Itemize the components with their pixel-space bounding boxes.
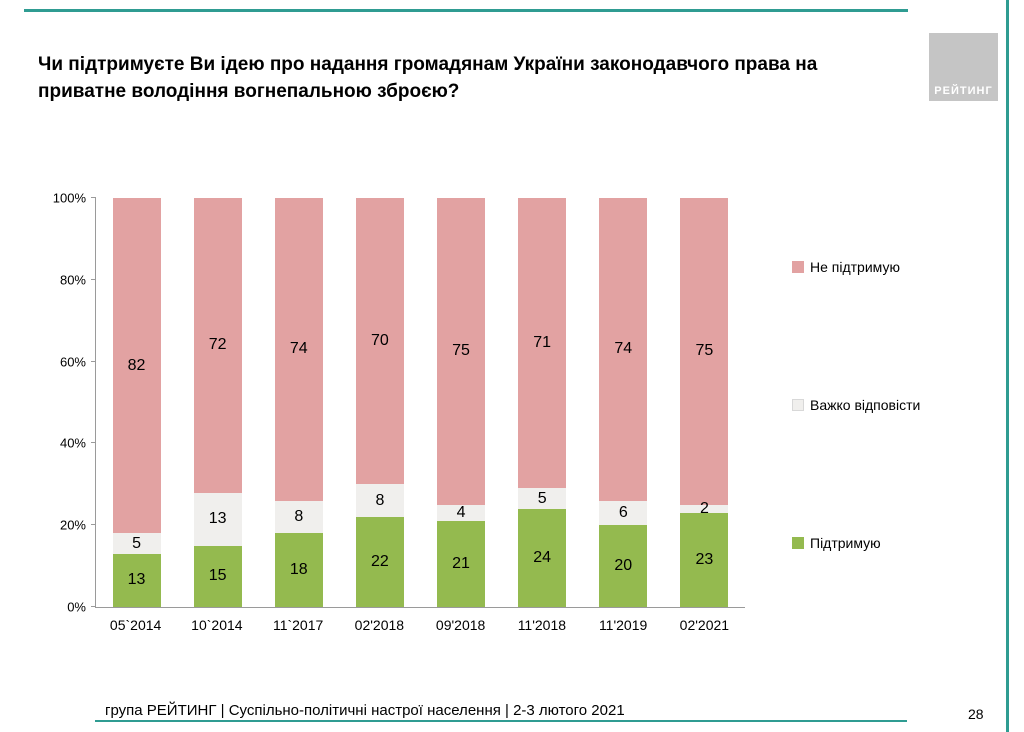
y-axis-tick-label: 60% <box>59 354 86 370</box>
bar-segment: 5 <box>518 488 567 509</box>
y-axis-tick-label: 20% <box>59 517 86 533</box>
y-axis-tick-label: 40% <box>59 435 86 451</box>
bar-value-label: 6 <box>618 503 628 521</box>
bar-segment: 71 <box>518 198 567 489</box>
x-axis-label: 11`2017 <box>272 617 324 633</box>
top-divider <box>24 9 908 12</box>
legend-swatch-icon <box>792 261 804 273</box>
bar-value-label: 75 <box>452 342 470 360</box>
bar-segment: 15 <box>193 545 242 607</box>
bar-value-label: 2 <box>699 499 709 517</box>
bar-11`2017: 74 8 18 <box>258 198 339 607</box>
x-axis-label: 02'2021 <box>679 617 730 633</box>
bar-segment: 75 <box>437 198 486 505</box>
bottom-divider <box>95 720 907 722</box>
bar-segment: 70 <box>355 198 404 485</box>
x-axis-label: 11'2018 <box>517 617 567 633</box>
x-axis-label: 10`2014 <box>191 617 243 633</box>
bar-segment: 20 <box>599 525 648 607</box>
bar-value-label: 72 <box>208 336 227 354</box>
x-axis-label: 11'2019 <box>598 617 648 633</box>
rating-group-logo: РЕЙТИНГ <box>929 33 998 101</box>
bar-value-label: 24 <box>533 548 552 566</box>
bar-segment: 5 <box>112 533 161 554</box>
bar-value-label: 4 <box>456 503 466 521</box>
bar-11'2019: 74 6 20 <box>583 198 664 607</box>
bar-value-label: 74 <box>614 340 633 358</box>
bars-container: 82 5 13 72 13 15 74 8 18 70 8 22 75 4 21 71 5 24 74 6 20 75 2 2… <box>96 198 745 607</box>
bar-value-label: 13 <box>127 571 146 589</box>
page-number: 28 <box>968 706 984 722</box>
bar-value-label: 5 <box>537 489 547 507</box>
bar-segment: 4 <box>437 504 486 522</box>
bar-value-label: 18 <box>289 561 308 579</box>
legend-item: Не підтримую <box>792 259 900 275</box>
bar-segment: 75 <box>680 198 729 505</box>
bar-value-label: 71 <box>533 334 552 352</box>
bar-segment: 74 <box>274 198 323 501</box>
bar-value-label: 8 <box>375 491 385 509</box>
legend-item: Важко відповісти <box>792 397 920 413</box>
bar-05`2014: 82 5 13 <box>96 198 177 607</box>
y-axis-tick-label: 0% <box>67 599 86 615</box>
bar-09'2018: 75 4 21 <box>421 198 502 607</box>
x-axis-label: 02'2018 <box>354 617 405 633</box>
y-axis-tick-mark <box>91 442 96 444</box>
bar-segment: 24 <box>518 508 567 607</box>
right-divider <box>1006 0 1009 732</box>
x-axis: 05`2014 10`2014 11`2017 02'2018 09'2018 11'20… <box>95 617 745 633</box>
bar-segment: 2 <box>680 500 729 516</box>
bar-value-label: 20 <box>614 557 633 575</box>
bar-segment: 23 <box>680 512 729 607</box>
legend-label: Важко відповісти <box>810 397 921 413</box>
bar-02'2018: 70 8 22 <box>339 198 420 607</box>
legend-item: Підтримую <box>792 535 881 551</box>
x-axis-label: 05`2014 <box>109 617 162 633</box>
bar-value-label: 15 <box>208 567 227 585</box>
bar-10`2014: 72 13 15 <box>177 198 258 607</box>
bar-segment: 22 <box>355 517 404 607</box>
legend-label: Не підтримую <box>810 259 900 275</box>
bar-value-label: 21 <box>452 555 470 573</box>
bar-segment: 82 <box>112 198 161 534</box>
logo-text: РЕЙТИНГ <box>934 85 993 97</box>
bar-segment: 21 <box>437 521 486 607</box>
bar-value-label: 70 <box>371 332 389 350</box>
legend-swatch-icon <box>792 537 804 549</box>
chart-title: Чи підтримуєте Ви ідею про надання грома… <box>38 54 818 102</box>
bar-value-label: 5 <box>132 534 142 552</box>
bar-value-label: 13 <box>208 510 227 528</box>
bar-segment: 13 <box>193 492 242 546</box>
y-axis-tick-mark <box>91 524 96 526</box>
bar-value-label: 82 <box>127 356 146 374</box>
bar-value-label: 22 <box>371 553 389 571</box>
bar-value-label: 23 <box>695 550 714 568</box>
bar-segment: 6 <box>599 500 648 526</box>
y-axis-tick-mark <box>91 606 96 607</box>
legend-label: Підтримую <box>810 535 881 551</box>
y-axis-tick-label: 80% <box>59 272 86 288</box>
bar-02'2021: 75 2 23 <box>664 198 745 607</box>
bar-segment: 8 <box>274 500 323 534</box>
bar-segment: 72 <box>193 198 242 493</box>
bar-segment: 74 <box>599 198 648 501</box>
bar-segment: 8 <box>355 484 404 518</box>
bar-value-label: 8 <box>294 508 304 526</box>
bar-value-label: 75 <box>695 342 714 360</box>
chart-plot-area: 0% 20% 40% 60% 80% 100% 82 5 13 72 13 15 74 8 18 70 8 22… <box>53 192 745 614</box>
legend-swatch-icon <box>792 399 804 411</box>
footer-source-text: група РЕЙТИНГ | Суспільно-політичні наст… <box>105 702 625 719</box>
bar-segment: 18 <box>274 533 323 607</box>
bar-11'2018: 71 5 24 <box>502 198 583 607</box>
y-axis-tick-label: 100% <box>52 190 86 206</box>
bar-segment: 13 <box>112 553 161 607</box>
y-axis-tick-mark <box>91 278 96 280</box>
y-axis-tick-mark <box>91 197 96 198</box>
bar-value-label: 74 <box>289 340 308 358</box>
x-axis-label: 09'2018 <box>435 617 486 633</box>
y-axis-tick-mark <box>91 360 96 362</box>
